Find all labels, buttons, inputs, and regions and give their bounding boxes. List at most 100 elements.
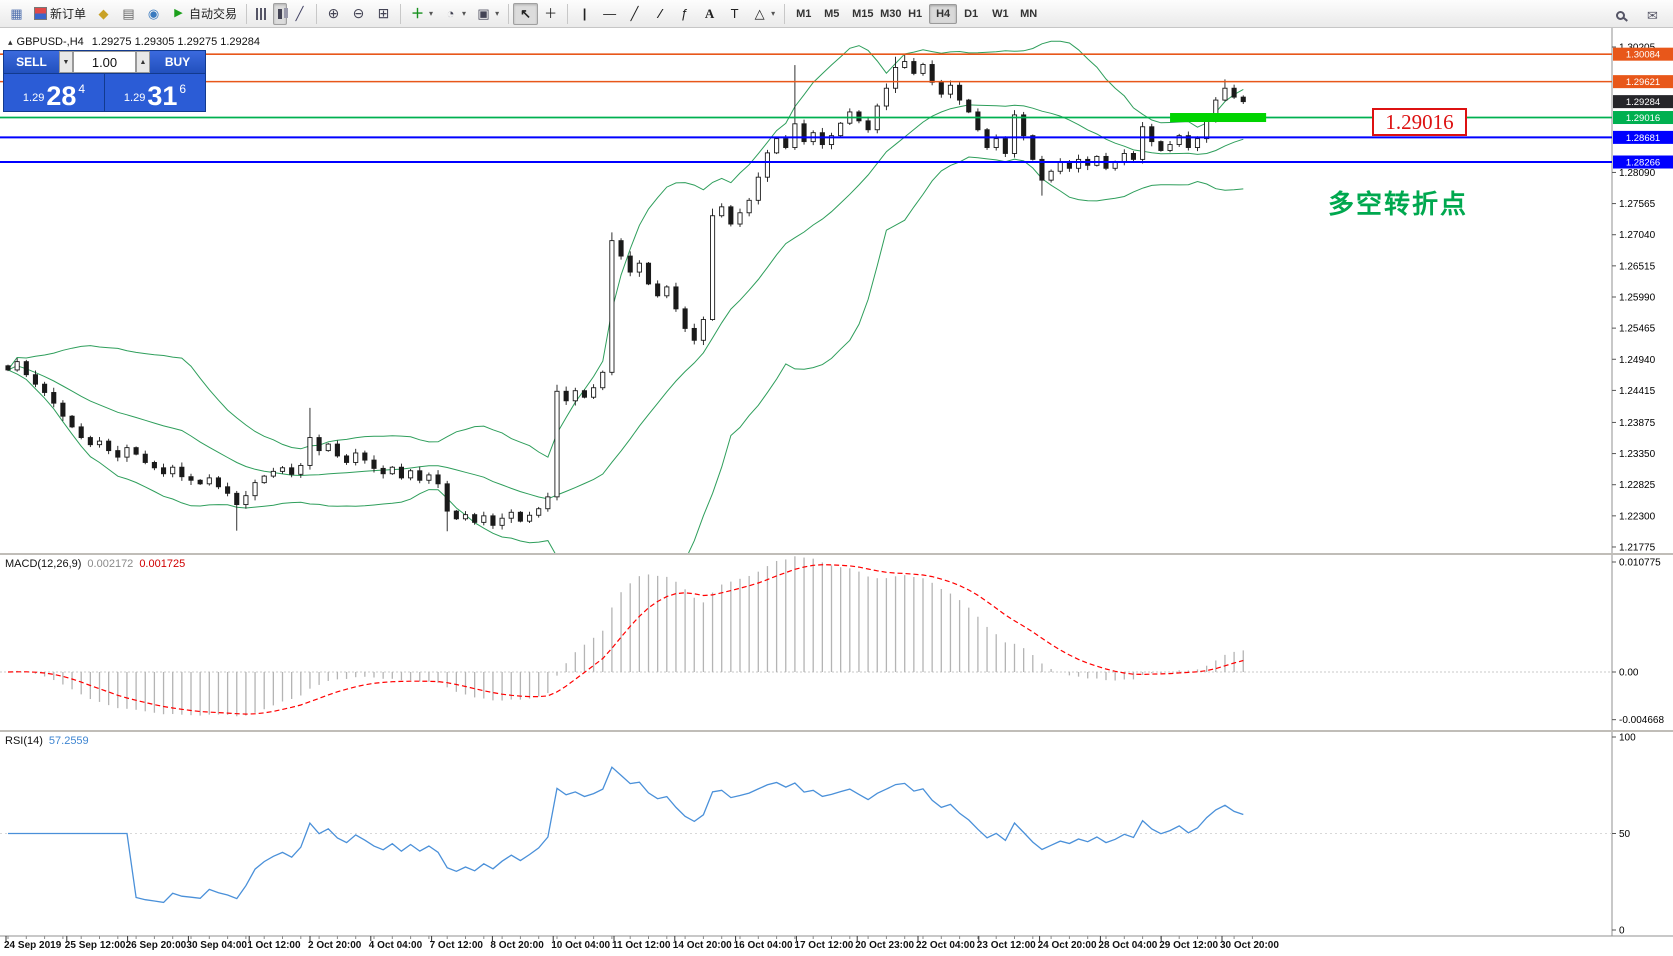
autotrading-icon: [171, 6, 186, 21]
horizontal-line-icon: [602, 6, 617, 21]
new-order-icon: [34, 7, 47, 20]
timeframe-H1-button[interactable]: H1: [901, 4, 929, 24]
toolbar-new-chart-button[interactable]: [4, 3, 29, 25]
time-axis-label: 28 Oct 04:00: [1098, 940, 1158, 951]
toolbar-cursor-button[interactable]: [513, 2, 539, 25]
time-axis-label: 24 Sep 2019: [4, 940, 62, 951]
toolbar-channel-button[interactable]: [647, 3, 672, 25]
toolbar-separator: [508, 3, 510, 24]
timeframe-H4-button[interactable]: H4: [929, 3, 958, 24]
toolbar-candlestick-mode-button[interactable]: [273, 2, 288, 25]
svg-text:1.29016: 1.29016: [1626, 113, 1660, 124]
periods-icon: [443, 6, 458, 21]
trendline-icon: [627, 6, 642, 21]
trade-prices-row: 1.29 28 4 1.29 31 6: [4, 74, 205, 111]
macd-indicator-label: MACD(12,26,9) 0.002172 0.001725: [5, 558, 185, 570]
one-click-trading-panel: SELL ▼ ▲ BUY 1.29 28 4 1.29 31 6: [3, 50, 206, 112]
panel-frame: [0, 28, 1673, 937]
toolbar-mql-wizard-button[interactable]: [91, 3, 116, 25]
line-chart-mode-icon: [292, 6, 307, 21]
svg-text:1.29621: 1.29621: [1626, 77, 1660, 88]
rsi-value: 57.2559: [48, 735, 89, 747]
toolbar-zoom-out-button[interactable]: [346, 3, 371, 25]
time-axis-label: 7 Oct 12:00: [429, 940, 483, 951]
sell-button[interactable]: SELL: [4, 51, 59, 73]
time-axis-label: 20 Oct 23:00: [855, 940, 915, 951]
toolbar-navigator-button[interactable]: [141, 3, 166, 25]
toolbar-zoom-in-button[interactable]: [321, 3, 346, 25]
chinese-note: 多空转折点: [1328, 189, 1469, 219]
toolbar-separator: [246, 3, 248, 24]
time-axis[interactable]: 24 Sep 2019 25 Sep 12:00 26 Sep 20:00 30 Se…: [0, 938, 1673, 956]
time-axis-label: 14 Oct 20:00: [672, 940, 732, 951]
svg-text:50: 50: [1619, 829, 1631, 840]
time-axis-label: 23 Oct 12:00: [976, 940, 1036, 951]
buy-button[interactable]: BUY: [150, 51, 205, 73]
toolbar-search-button[interactable]: [1611, 4, 1630, 26]
buy-price-big: 31: [147, 81, 178, 112]
buy-price-pip: 6: [179, 82, 187, 96]
macd-panel: [0, 556, 1612, 717]
toolbar-market-watch-button[interactable]: [116, 3, 141, 25]
timeframe-M15-button[interactable]: M15: [845, 4, 873, 24]
timeframe-D1-button[interactable]: D1: [957, 4, 985, 24]
macd-value: 0.002172: [87, 558, 134, 570]
toolbar-shapes-button[interactable]: ▾: [747, 3, 780, 25]
svg-text:1.25465: 1.25465: [1619, 324, 1656, 335]
toolbar-crosshair-button[interactable]: [538, 3, 563, 25]
timeframe-M30-button[interactable]: M30: [873, 4, 901, 24]
search-icon: [1616, 10, 1625, 20]
timeframe-W1-button[interactable]: W1: [985, 4, 1013, 24]
volume-down-button[interactable]: ▼: [59, 51, 73, 73]
new-chart-icon: [9, 6, 24, 21]
collapse-arrow-icon[interactable]: ▴: [8, 37, 13, 47]
buy-price[interactable]: 1.29 31 6: [105, 74, 205, 111]
sell-price[interactable]: 1.29 28 4: [4, 74, 104, 111]
toolbar-text-button[interactable]: [697, 3, 722, 25]
timeframe-MN-button[interactable]: MN: [1013, 4, 1041, 24]
toolbar-vertical-line-button[interactable]: [572, 3, 597, 25]
toolbar-line-chart-mode-button[interactable]: [287, 3, 312, 25]
toolbar-text-label-button[interactable]: [722, 3, 747, 25]
buy-price-small: 1.29: [123, 92, 146, 104]
toolbar-messages-button[interactable]: [1640, 4, 1665, 26]
toolbar-fibonacci-button[interactable]: [672, 3, 697, 25]
toolbar-autotrading-button[interactable]: 自动交易: [166, 3, 242, 25]
time-axis-label: 29 Oct 12:00: [1159, 940, 1219, 951]
time-axis-label: 4 Oct 04:00: [368, 940, 423, 951]
svg-text:0.00: 0.00: [1619, 668, 1639, 679]
time-axis-label: 16 Oct 04:00: [733, 940, 793, 951]
symbol-info: ▴ GBPUSD-,H4 1.29275 1.29305 1.29275 1.292…: [8, 36, 260, 48]
volume-up-button[interactable]: ▲: [136, 51, 150, 73]
toolbar-horizontal-line-button[interactable]: [597, 3, 622, 25]
svg-text:1.23350: 1.23350: [1619, 449, 1656, 460]
toolbar-periods-button[interactable]: ▾: [438, 3, 471, 25]
svg-text:1.24940: 1.24940: [1619, 355, 1656, 366]
svg-text:1.28266: 1.28266: [1626, 158, 1660, 169]
timeframe-M1-button[interactable]: M1: [789, 4, 817, 24]
macd-scale: 0.010775 0.00 -0.004668: [1612, 557, 1664, 726]
sell-price-small: 1.29: [22, 92, 45, 104]
volume-input[interactable]: [73, 51, 136, 73]
toolbar-right-icons: [1611, 4, 1665, 26]
cursor-icon: [518, 6, 533, 21]
toolbar-tile-windows-button[interactable]: [371, 3, 396, 25]
dropdown-arrow-icon: ▾: [495, 9, 500, 18]
fibonacci-icon: [677, 6, 692, 21]
toolbar-separator: [400, 3, 402, 24]
timeframe-M5-button[interactable]: M5: [817, 4, 845, 24]
toolbar-bar-chart-mode-button[interactable]: [251, 3, 273, 25]
toolbar-trendline-button[interactable]: [622, 3, 647, 25]
toolbar-indicators-button[interactable]: ▾: [405, 3, 438, 25]
sell-price-pip: 4: [78, 82, 86, 96]
time-axis-label: 2 Oct 20:00: [308, 940, 362, 951]
dropdown-arrow-icon: ▾: [429, 9, 434, 18]
svg-text:1.21775: 1.21775: [1619, 542, 1656, 553]
toolbar-separator: [567, 3, 569, 24]
bollinger-bands: [7, 40, 1244, 553]
toolbar-new-order-button[interactable]: 新订单: [29, 3, 91, 25]
time-axis-label: 30 Sep 04:00: [186, 940, 247, 951]
toolbar-templates-button[interactable]: ▾: [471, 3, 504, 25]
bar-chart-mode-icon: [256, 7, 269, 20]
